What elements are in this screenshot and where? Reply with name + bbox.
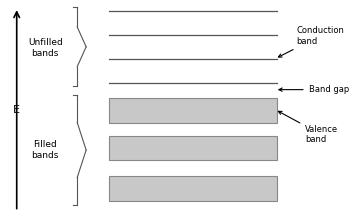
Text: E: E — [13, 105, 20, 116]
Text: Band gap: Band gap — [279, 85, 349, 94]
Text: Conduction
band: Conduction band — [278, 26, 344, 57]
Bar — [109, 176, 276, 200]
Text: Valence
band: Valence band — [278, 111, 338, 144]
Text: Unfilled
bands: Unfilled bands — [28, 38, 63, 58]
Bar — [109, 136, 276, 160]
Bar — [109, 98, 276, 123]
Text: Filled
bands: Filled bands — [32, 140, 59, 160]
